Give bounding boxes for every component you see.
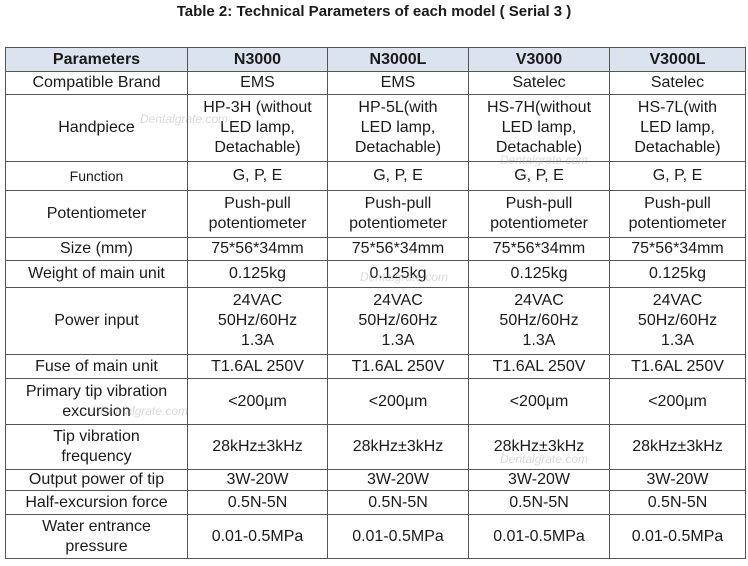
- value-cell: 0.125kg: [468, 260, 610, 288]
- value-cell: <200μm: [609, 378, 746, 425]
- table-row: Function G, P, E G, P, E G, P, E G, P, E: [5, 161, 746, 191]
- value-cell: 75*56*34mm: [468, 237, 610, 261]
- value-cell: 3W-20W: [468, 469, 610, 491]
- value-cell: 0.125kg: [609, 260, 746, 288]
- table-row: Tip vibration frequency 28kHz±3kHz 28kHz±3…: [5, 424, 746, 470]
- parameter-name: Power input: [5, 287, 188, 355]
- value-cell: EMS: [327, 71, 469, 95]
- value-cell: <200μm: [327, 378, 469, 425]
- value-cell: Satelec: [468, 71, 610, 95]
- parameter-name: Primary tip vibration excursion: [5, 378, 188, 425]
- table-row: Water entrance pressure 0.01-0.5MPa 0.01-0…: [5, 514, 746, 559]
- value-cell: T1.6AL 250V: [327, 354, 469, 379]
- value-cell: 0.5N-5N: [468, 490, 610, 515]
- parameter-name: Fuse of main unit: [5, 354, 188, 379]
- parameter-name: Potentiometer: [5, 190, 188, 238]
- header-cell: N3000: [187, 47, 328, 72]
- value-cell: 75*56*34mm: [609, 237, 746, 261]
- value-cell: G, P, E: [327, 161, 469, 191]
- header-cell: Parameters: [5, 47, 188, 72]
- header-cell: V3000L: [609, 47, 746, 72]
- value-cell: 24VAC 50Hz/60Hz 1.3A: [187, 287, 328, 355]
- table-row: Half-excursion force 0.5N-5N 0.5N-5N 0.5N-5…: [5, 490, 746, 515]
- table-row: Output power of tip 3W-20W 3W-20W 3W-20W 3W-…: [5, 469, 746, 491]
- table-row: Compatible Brand EMS EMS Satelec Satelec: [5, 71, 746, 95]
- value-cell: 24VAC 50Hz/60Hz 1.3A: [609, 287, 746, 355]
- parameter-name: Tip vibration frequency: [5, 424, 188, 470]
- value-cell: 0.01-0.5MPa: [609, 514, 746, 559]
- value-cell: T1.6AL 250V: [609, 354, 746, 379]
- parameter-name: Water entrance pressure: [5, 514, 188, 559]
- value-cell: 28kHz±3kHz: [187, 424, 328, 470]
- value-cell: 0.01-0.5MPa: [327, 514, 469, 559]
- value-cell: EMS: [187, 71, 328, 95]
- value-cell: 0.5N-5N: [327, 490, 469, 515]
- value-cell: G, P, E: [187, 161, 328, 191]
- value-cell: 0.125kg: [327, 260, 469, 288]
- value-cell: 24VAC 50Hz/60Hz 1.3A: [468, 287, 610, 355]
- value-cell: 28kHz±3kHz: [609, 424, 746, 470]
- parameter-name: Output power of tip: [5, 469, 188, 491]
- value-cell: 3W-20W: [609, 469, 746, 491]
- parameter-name: Function: [5, 161, 188, 191]
- table-row: Primary tip vibration excursion <200μm <20…: [5, 378, 746, 425]
- value-cell: 28kHz±3kHz: [327, 424, 469, 470]
- value-cell: HP-3H (without LED lamp, Detachable): [187, 94, 328, 162]
- value-cell: 0.01-0.5MPa: [187, 514, 328, 559]
- parameter-name: Compatible Brand: [5, 71, 188, 95]
- header-cell: N3000L: [327, 47, 469, 72]
- value-cell: Push-pull potentiometer: [609, 190, 746, 238]
- table-row: Handpiece HP-3H (without LED lamp, Detach…: [5, 94, 746, 162]
- value-cell: Push-pull potentiometer: [468, 190, 610, 238]
- value-cell: HS-7L(with LED lamp, Detachable): [609, 94, 746, 162]
- value-cell: Push-pull potentiometer: [327, 190, 469, 238]
- parameter-name: Handpiece: [5, 94, 188, 162]
- parameter-name: Size (mm): [5, 237, 188, 261]
- header-row: Parameters N3000 N3000L V3000 V3000L: [5, 47, 746, 72]
- table-row: Potentiometer Push-pull potentiometer Push…: [5, 190, 746, 238]
- value-cell: <200μm: [187, 378, 328, 425]
- table-row: Size (mm) 75*56*34mm 75*56*34mm 75*56*34mm 7…: [5, 237, 746, 261]
- value-cell: 0.5N-5N: [609, 490, 746, 515]
- value-cell: 0.5N-5N: [187, 490, 328, 515]
- table-row: Power input 24VAC 50Hz/60Hz 1.3A 24VAC 50H…: [5, 287, 746, 355]
- value-cell: 0.125kg: [187, 260, 328, 288]
- value-cell: G, P, E: [468, 161, 610, 191]
- value-cell: 0.01-0.5MPa: [468, 514, 610, 559]
- value-cell: <200μm: [468, 378, 610, 425]
- value-cell: T1.6AL 250V: [468, 354, 610, 379]
- value-cell: HP-5L(with LED lamp, Detachable): [327, 94, 469, 162]
- value-cell: Push-pull potentiometer: [187, 190, 328, 238]
- value-cell: 28kHz±3kHz: [468, 424, 610, 470]
- value-cell: HS-7H(without LED lamp, Detachable): [468, 94, 610, 162]
- value-cell: 75*56*34mm: [327, 237, 469, 261]
- parameter-table: Parameters N3000 N3000L V3000 V3000L Compati…: [5, 47, 746, 559]
- parameter-name: Half-excursion force: [5, 490, 188, 515]
- header-cell: V3000: [468, 47, 610, 72]
- table-title: Table 2: Technical Parameters of each mo…: [176, 3, 572, 20]
- value-cell: G, P, E: [609, 161, 746, 191]
- value-cell: 24VAC 50Hz/60Hz 1.3A: [327, 287, 469, 355]
- table-row: Weight of main unit 0.125kg 0.125kg 0.125kg…: [5, 260, 746, 288]
- value-cell: Satelec: [609, 71, 746, 95]
- value-cell: 3W-20W: [327, 469, 469, 491]
- table-row: Fuse of main unit T1.6AL 250V T1.6AL 250V T…: [5, 354, 746, 379]
- value-cell: 3W-20W: [187, 469, 328, 491]
- value-cell: 75*56*34mm: [187, 237, 328, 261]
- value-cell: T1.6AL 250V: [187, 354, 328, 379]
- parameter-name: Weight of main unit: [5, 260, 188, 288]
